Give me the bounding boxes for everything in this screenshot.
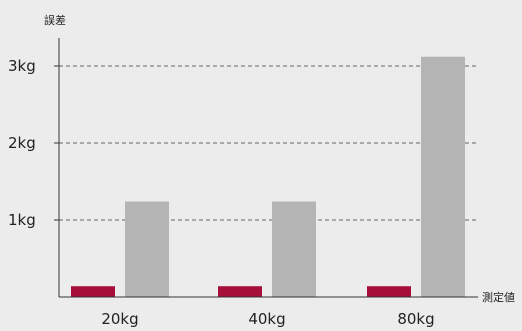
y-tick-label-3: 3kg xyxy=(8,57,36,75)
bar-series2-40kg xyxy=(272,202,316,297)
bar-series1-20kg xyxy=(71,286,115,297)
bar-series2-80kg xyxy=(421,57,465,297)
y-tick-label-1: 1kg xyxy=(8,211,36,229)
bar-series1-80kg xyxy=(367,286,411,297)
x-tick-label-40kg: 40kg xyxy=(248,310,285,328)
bar-series2-20kg xyxy=(125,202,169,297)
x-axis-title: 測定値 xyxy=(482,290,515,304)
x-tick-label-80kg: 80kg xyxy=(397,310,434,328)
bar-series1-40kg xyxy=(218,286,262,297)
y-tick-label-2: 2kg xyxy=(8,134,36,152)
y-axis-title: 誤差 xyxy=(44,13,66,27)
x-tick-label-20kg: 20kg xyxy=(101,310,138,328)
